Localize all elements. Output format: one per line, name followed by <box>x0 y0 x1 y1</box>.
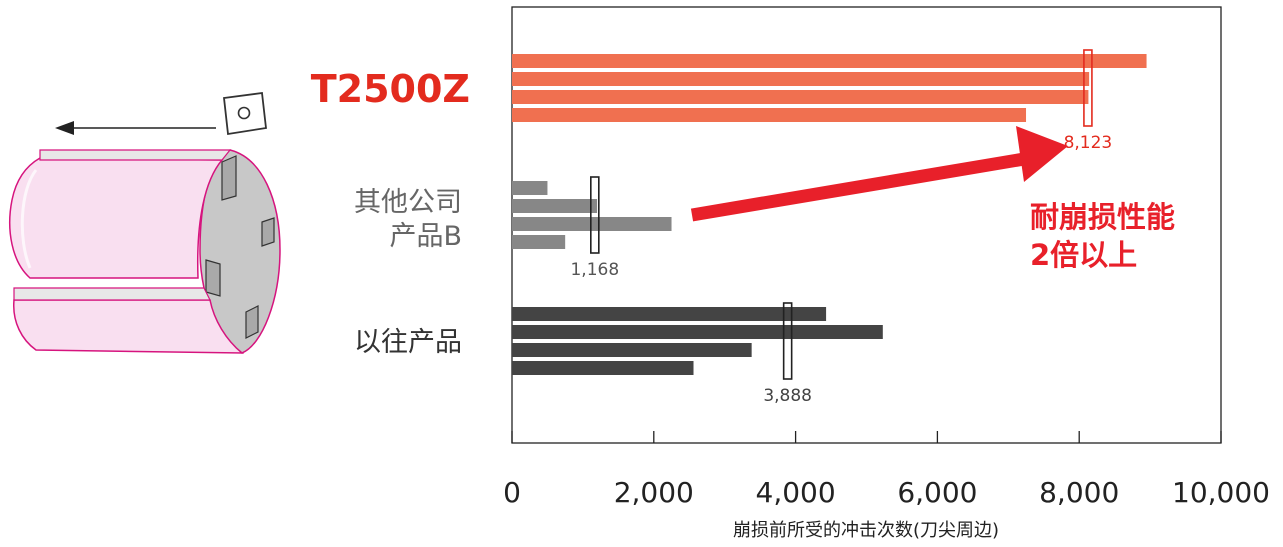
average-value-label: 8,123 <box>1064 133 1113 153</box>
average-marker <box>782 302 793 380</box>
average-markers: 8,123 1,168 3,888 <box>570 49 1113 406</box>
bar <box>512 235 566 249</box>
workpiece-end-face <box>199 149 281 354</box>
bar-series <box>512 54 1147 375</box>
x-axis-label: 崩损前所受的冲击次数(刀尖周边) <box>733 520 999 541</box>
feed-arrow-icon <box>55 121 216 135</box>
group-label: T2500Z <box>311 67 470 111</box>
annotation-line: 2倍以上 <box>1030 238 1137 272</box>
bar <box>512 307 827 321</box>
bar <box>512 361 694 375</box>
bar <box>512 72 1090 86</box>
tick-marks <box>511 431 1222 443</box>
improvement-arrow-icon <box>690 126 1068 222</box>
cutter-insert-icon <box>223 91 267 136</box>
milling-illustration <box>9 91 281 354</box>
bar <box>512 181 548 195</box>
x-tick-label: 2,000 <box>614 476 694 509</box>
group-label: 产品B <box>389 221 462 252</box>
x-tick-label: 8,000 <box>1039 476 1119 509</box>
group-label: 其他公司 <box>354 187 462 218</box>
x-tick-label: 10,000 <box>1172 476 1270 509</box>
bar <box>512 108 1027 122</box>
group-label: 以往产品 <box>354 327 462 358</box>
x-tick-labels: 0 2,000 4,000 6,000 8,000 10,000 <box>503 476 1270 509</box>
bar <box>512 325 883 339</box>
workpiece-lower-segment <box>13 287 245 354</box>
bar <box>512 54 1147 68</box>
annotation-line: 耐崩损性能 <box>1030 200 1175 234</box>
average-marker <box>1083 49 1093 127</box>
x-tick-label: 6,000 <box>897 476 977 509</box>
average-value-label: 1,168 <box>570 260 619 280</box>
average-value-label: 3,888 <box>763 386 812 406</box>
bar <box>512 90 1089 104</box>
annotation-text: 耐崩损性能 2倍以上 <box>1030 200 1175 272</box>
x-tick-label: 4,000 <box>756 476 836 509</box>
average-marker <box>590 176 600 254</box>
bar <box>512 199 598 213</box>
bar <box>512 217 672 231</box>
workpiece-upper-segment <box>9 149 232 279</box>
x-tick-label: 0 <box>503 476 521 509</box>
bar <box>512 343 752 357</box>
